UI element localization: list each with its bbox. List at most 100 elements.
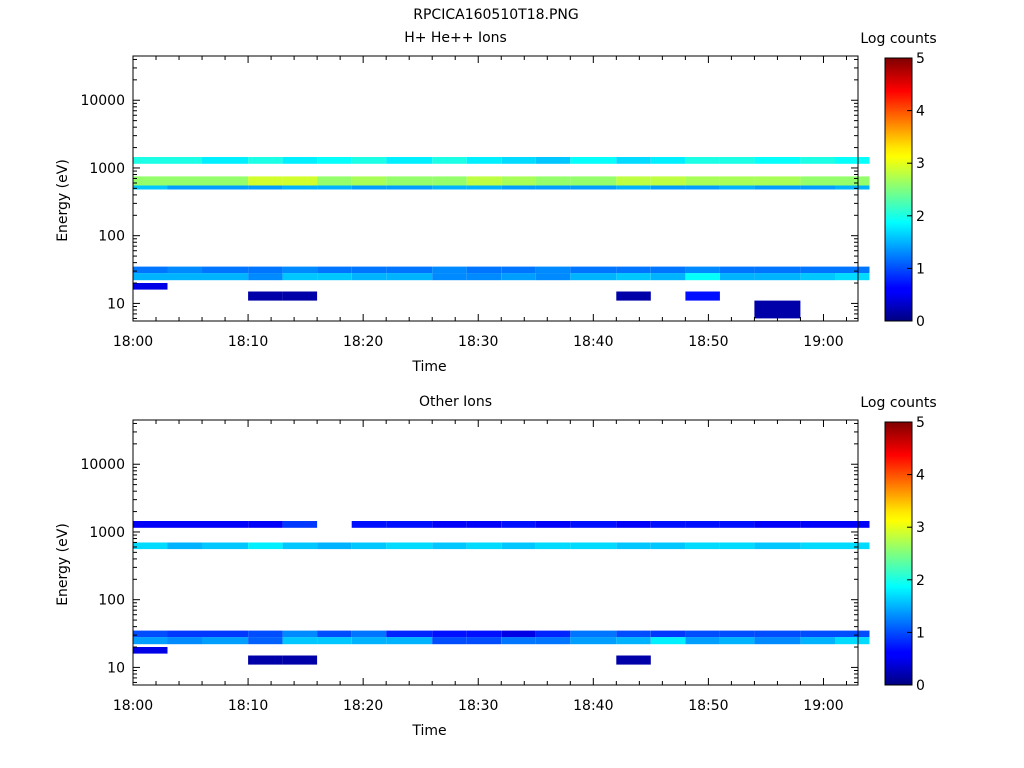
heatmap-cell: [800, 542, 835, 550]
y-tick-label: 100: [98, 229, 125, 245]
heatmap-cell: [282, 266, 318, 274]
y-tick-label: 10: [107, 660, 125, 676]
heatmap-cell: [616, 176, 651, 186]
heatmap-cell: [570, 521, 617, 528]
heatmap-cell: [351, 630, 387, 638]
heatmap-cell: [167, 176, 202, 186]
heatmap-cell: [570, 630, 617, 638]
heatmap-cell: [501, 521, 536, 528]
heatmap-cell: [282, 630, 318, 638]
panel-title: H+ He++ Ions: [404, 30, 507, 46]
heatmap-cell: [800, 185, 835, 190]
heatmap-cell: [317, 542, 352, 550]
colorbar-tick-label: 4: [916, 104, 925, 120]
heatmap-cell: [248, 291, 283, 301]
heatmap-cell: [800, 273, 835, 281]
heatmap-cell: [202, 176, 248, 186]
heatmap-cell: [835, 185, 870, 190]
y-axis-label: Energy (eV): [55, 523, 71, 606]
y-tick-label: 10: [107, 296, 125, 312]
plot-frame: [132, 419, 859, 686]
heatmap-cell: [282, 637, 318, 645]
heatmap-cell: [282, 273, 318, 281]
heatmap-cell: [570, 266, 617, 274]
heatmap-cell: [835, 521, 870, 528]
colorbar-tick-label: 2: [916, 573, 925, 589]
heatmap-cell: [351, 273, 387, 281]
heatmap-cell: [386, 176, 433, 186]
panel-title: Other Ions: [419, 394, 492, 410]
x-tick-label: 18:00: [113, 698, 153, 714]
heatmap-cell: [317, 176, 352, 186]
heatmap-cell: [317, 157, 352, 164]
heatmap-cell: [835, 630, 870, 638]
colorbar-tick-label: 3: [916, 156, 925, 172]
heatmap-cell: [202, 630, 248, 638]
heatmap-cell: [248, 273, 283, 281]
heatmap-cell: [248, 630, 283, 638]
heatmap-cell: [570, 637, 617, 645]
colorbar-tick-label: 0: [916, 678, 925, 694]
heatmap-cell: [616, 637, 651, 645]
heatmap-cell: [351, 266, 387, 274]
colorbar-tick-label: 4: [916, 468, 925, 484]
heatmap-cell: [202, 521, 248, 528]
heatmap-cell: [650, 521, 686, 528]
heatmap-cell: [719, 542, 755, 550]
heatmap-cell: [167, 521, 202, 528]
heatmap-cell: [351, 521, 387, 528]
panel-h-he-ions: H+ He++ Ions 18:00 18:10 18:20 18:30 18:40 18:…: [55, 30, 937, 375]
heatmap-cell: [386, 521, 433, 528]
heatmap-cell: [386, 542, 433, 550]
heatmap-cell: [133, 521, 168, 528]
heatmap-cell: [835, 157, 870, 164]
heatmap-cell: [535, 273, 571, 281]
figure-title: RPCICA160510T18.PNG: [413, 7, 578, 23]
heatmap-cell: [282, 157, 318, 164]
heatmap-cell: [351, 157, 387, 164]
heatmap-cell: [535, 266, 571, 274]
heatmap-cell: [133, 542, 168, 550]
heatmap-cell: [282, 542, 318, 550]
colorbar-tick-label: 3: [916, 520, 925, 536]
heatmap-cell: [719, 637, 755, 645]
heatmap-cell: [616, 291, 651, 301]
heatmap-cell: [754, 157, 801, 164]
y-tick-label: 10000: [80, 93, 125, 109]
heatmap-cell: [317, 273, 352, 281]
heatmap-cell: [466, 637, 502, 645]
heatmap-cell: [202, 637, 248, 645]
heatmap-cell: [351, 637, 387, 645]
heatmap-cell: [754, 300, 801, 319]
heatmap-cell: [650, 637, 686, 645]
heatmap-cell: [466, 266, 502, 274]
heatmap-cell: [650, 630, 686, 638]
heatmap-cell: [685, 157, 720, 164]
heatmap-cell: [432, 157, 467, 164]
heatmap-cell: [167, 542, 202, 550]
heatmap-cell: [282, 521, 318, 528]
heatmap-cell: [317, 266, 352, 274]
heatmap-cell: [133, 273, 168, 281]
heatmap-cell: [351, 542, 387, 550]
heatmap-cell: [501, 157, 536, 164]
heatmap-cell: [317, 637, 352, 645]
heatmap-cell: [685, 542, 720, 550]
heatmap-cell: [835, 176, 870, 186]
heatmap-cell: [685, 291, 720, 301]
heatmap-cell: [835, 637, 870, 645]
heatmap-cell: [386, 157, 433, 164]
heatmap-cell: [570, 176, 617, 186]
heatmap-cell: [501, 266, 536, 274]
heatmap-cell: [754, 521, 801, 528]
x-tick-label: 18:10: [228, 334, 268, 350]
heatmap-cell: [432, 176, 467, 186]
heatmap-cell: [719, 266, 755, 274]
heatmap-cell: [719, 273, 755, 281]
colorbar-tick-label: 1: [916, 261, 925, 277]
heatmap-cell: [248, 655, 283, 665]
heatmap-cell: [202, 273, 248, 281]
heatmap-cell: [685, 185, 720, 190]
heatmap-cell: [835, 273, 870, 281]
heatmap-cell: [616, 542, 651, 550]
